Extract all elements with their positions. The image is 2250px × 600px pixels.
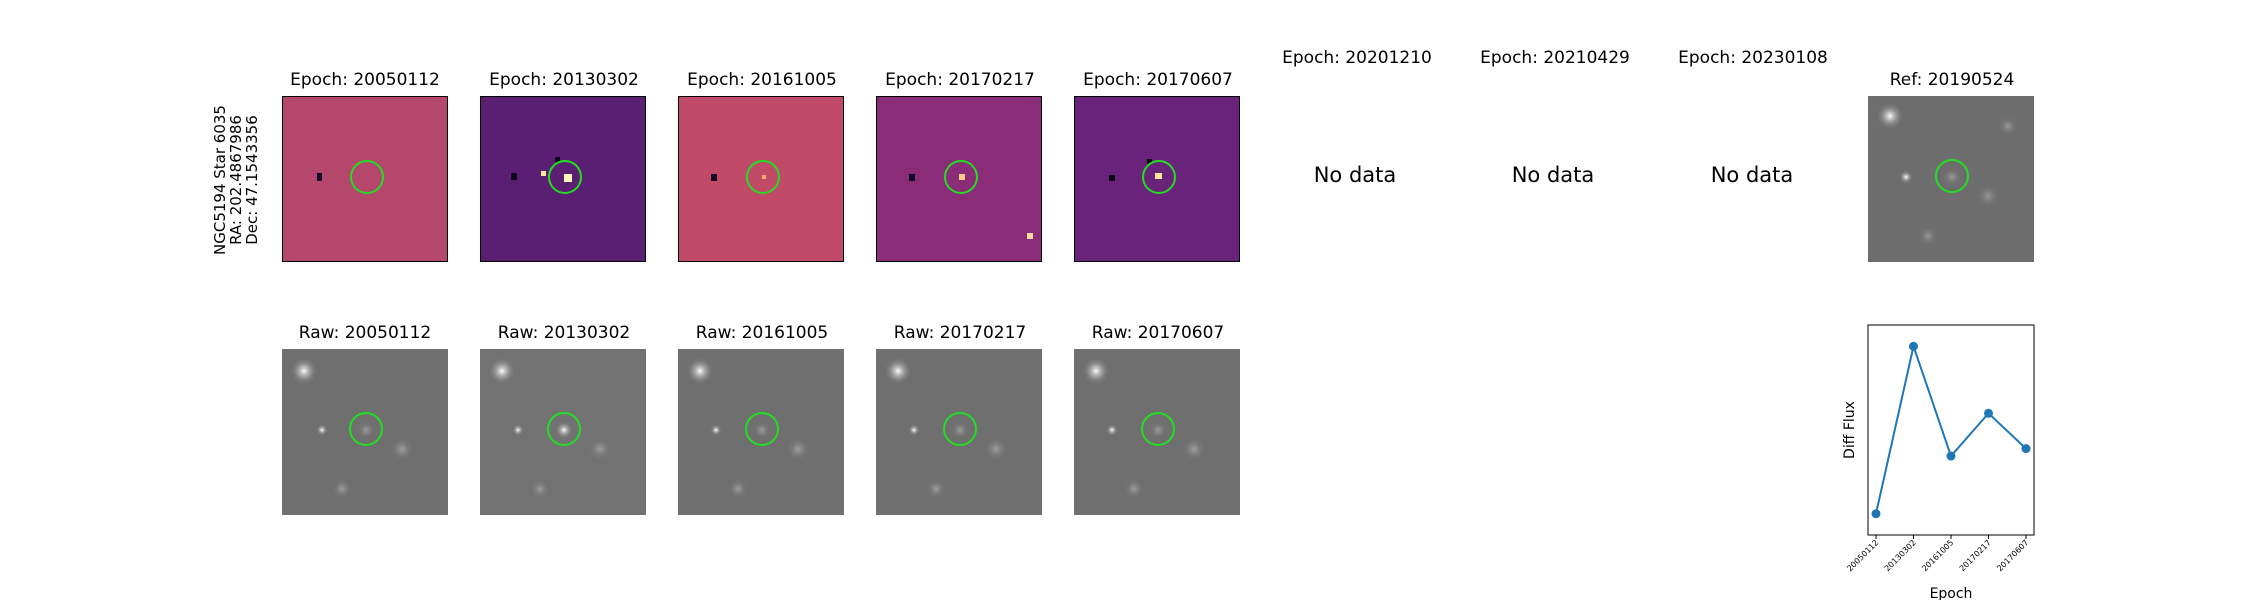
x-tick-label: 20170607 bbox=[1995, 538, 2030, 573]
diff-title-6: Epoch: 20210429 bbox=[1480, 48, 1630, 68]
data-point bbox=[1909, 341, 1918, 351]
x-tick-label: 20130302 bbox=[1883, 538, 1918, 573]
diff-image bbox=[679, 97, 843, 261]
raw-image-panel bbox=[480, 349, 646, 515]
series-points bbox=[1871, 341, 2031, 519]
ref-title: Ref: 20190524 bbox=[1889, 70, 2015, 90]
data-point bbox=[1871, 509, 1881, 519]
diff-image bbox=[481, 97, 645, 261]
plot-frame bbox=[1867, 324, 2035, 536]
raw-image bbox=[876, 349, 1042, 515]
no-data-label: No data bbox=[1710, 163, 1794, 187]
diff-image-panel bbox=[480, 96, 646, 262]
raw-title-0: Raw: 20050112 bbox=[298, 323, 432, 343]
diff-image-panel bbox=[876, 96, 1042, 262]
raw-image-panel bbox=[1074, 349, 1240, 515]
diff-title-4: Epoch: 20170607 bbox=[1083, 70, 1233, 90]
raw-image bbox=[1074, 349, 1240, 515]
x-axis-label: Epoch bbox=[1930, 586, 1973, 600]
raw-image-panel bbox=[876, 349, 1042, 515]
no-data-label: No data bbox=[1313, 163, 1397, 187]
raw-image-panel bbox=[678, 349, 844, 515]
diff-image bbox=[1075, 97, 1239, 261]
light-curve-chart: 20050112 20130302 20161005 20170217 20170607… bbox=[1842, 324, 2035, 600]
diff-image-panel bbox=[678, 96, 844, 262]
raw-image bbox=[678, 349, 844, 515]
data-point bbox=[2021, 444, 2031, 454]
raw-title-4: Raw: 20170607 bbox=[1091, 323, 1225, 343]
diff-title-1: Epoch: 20130302 bbox=[489, 70, 639, 90]
diff-image-panel bbox=[1074, 96, 1240, 262]
diff-title-2: Epoch: 20161005 bbox=[687, 70, 837, 90]
x-tick-label: 20170217 bbox=[1958, 538, 1993, 573]
x-tick-label: 20161005 bbox=[1920, 538, 1955, 573]
no-data-label: No data bbox=[1511, 163, 1595, 187]
star-name: NGC5194 Star 6035 bbox=[211, 105, 229, 255]
raw-image-panel bbox=[282, 349, 448, 515]
diff-image bbox=[877, 97, 1041, 261]
y-axis-label: Diff Flux bbox=[1842, 401, 1858, 459]
x-ticks: 20050112 20130302 20161005 20170217 20170607 bbox=[1845, 535, 2030, 573]
diff-image bbox=[283, 97, 447, 261]
star-dec: Dec: 47.1543356 bbox=[243, 115, 261, 245]
raw-title-1: Raw: 20130302 bbox=[497, 323, 631, 343]
raw-image bbox=[282, 349, 448, 515]
reference-image-panel bbox=[1868, 96, 2034, 262]
reference-image bbox=[1868, 96, 2034, 262]
x-tick-label: 20050112 bbox=[1845, 538, 1880, 573]
data-point bbox=[1946, 451, 1956, 461]
raw-title-2: Raw: 20161005 bbox=[695, 323, 829, 343]
data-point bbox=[1984, 408, 1993, 418]
diff-title-3: Epoch: 20170217 bbox=[885, 70, 1035, 90]
diff-title-7: Epoch: 20230108 bbox=[1678, 48, 1828, 68]
diff-image-panel bbox=[282, 96, 448, 262]
star-ra: RA: 202.4867986 bbox=[227, 115, 245, 245]
raw-title-3: Raw: 20170217 bbox=[893, 323, 1027, 343]
diff-title-0: Epoch: 20050112 bbox=[290, 70, 440, 90]
raw-image bbox=[480, 349, 646, 515]
diff-title-5: Epoch: 20201210 bbox=[1282, 48, 1432, 68]
